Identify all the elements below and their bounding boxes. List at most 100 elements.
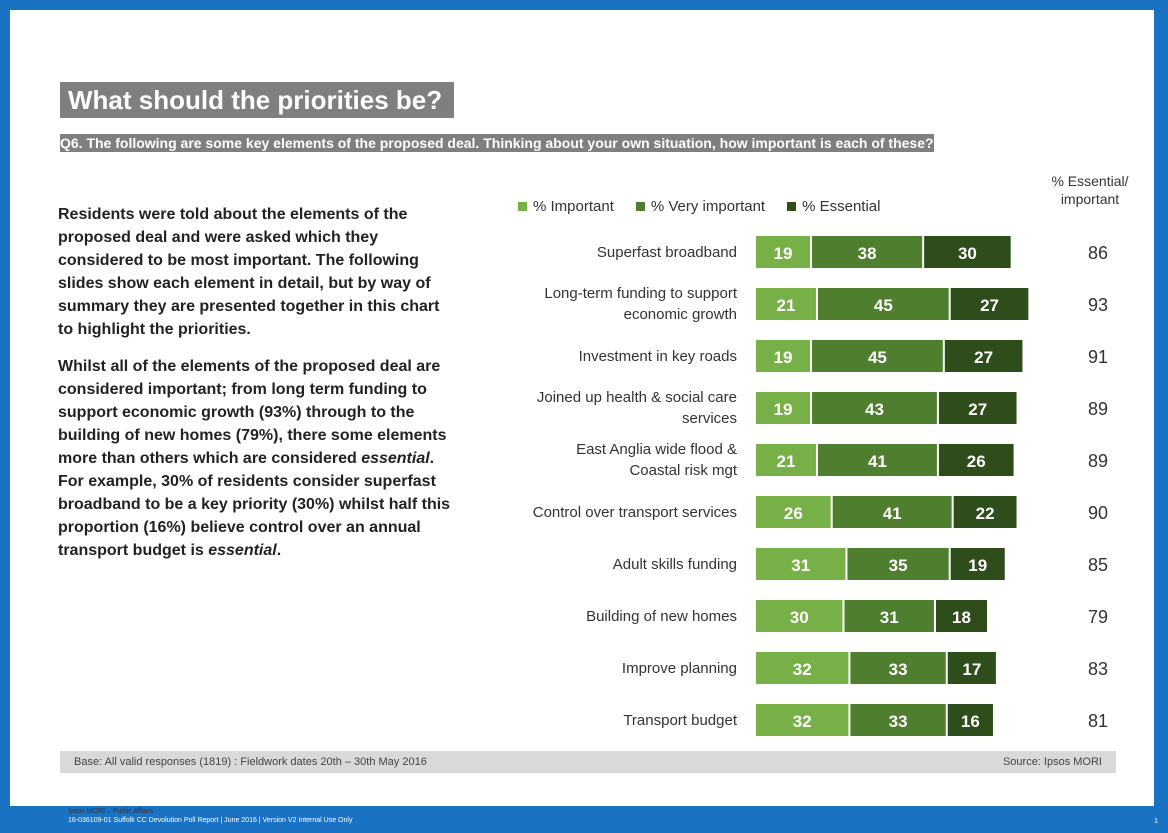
- bar-segment: [756, 392, 811, 424]
- bar-segment: [950, 548, 1005, 580]
- total-value-label: 89: [1088, 451, 1108, 471]
- bar-segment: [756, 444, 816, 476]
- bar-segment: [947, 652, 996, 684]
- category-label: Investment in key roads: [579, 348, 737, 365]
- bar-segment: [817, 444, 937, 476]
- bar-value-label: 19: [968, 556, 987, 575]
- category-label: Long-term funding to support: [544, 285, 737, 302]
- bar-value-label: 16: [961, 712, 980, 731]
- bar-segment: [756, 288, 816, 320]
- bar-segment: [812, 392, 937, 424]
- bar-segment: [850, 652, 946, 684]
- bar-segment: [938, 444, 1014, 476]
- bar-segment: [756, 236, 811, 268]
- bar-segment: [812, 236, 923, 268]
- body-paragraph-2: Whilst all of the elements of the propos…: [58, 358, 451, 559]
- category-label: Control over transport services: [533, 504, 737, 521]
- bar-value-label: 19: [774, 348, 793, 367]
- category-label: Transport budget: [623, 712, 738, 729]
- bar-value-label: 19: [774, 244, 793, 263]
- source-text: Source: Ipsos MORI: [1002, 756, 1102, 768]
- page-title: What should the priorities be?: [60, 82, 455, 118]
- total-value-label: 86: [1088, 243, 1108, 263]
- total-value-label: 90: [1088, 503, 1108, 523]
- bar-value-label: 38: [858, 244, 877, 263]
- base-note-bar: Base: All valid responses (1819) : Field…: [60, 751, 1116, 773]
- page-number: 1: [1154, 818, 1158, 825]
- bar-value-label: 26: [784, 504, 803, 523]
- bar-value-label: 31: [791, 556, 810, 575]
- bar-segment: [812, 340, 943, 372]
- total-value-label: 85: [1088, 555, 1108, 575]
- bar-segment: [850, 704, 946, 736]
- bar-value-label: 26: [967, 452, 986, 471]
- bar-segment: [938, 392, 1017, 424]
- bar-segment: [844, 600, 934, 632]
- body-paragraph-1: Residents were told about the elements o…: [58, 206, 440, 338]
- legend-swatch-very-important: [635, 202, 645, 211]
- category-label: services: [682, 410, 737, 427]
- bar-segment: [756, 548, 846, 580]
- chart-legend: % Important % Very important % Essential: [518, 198, 880, 215]
- category-label: Adult skills funding: [613, 556, 737, 573]
- bar-segment: [756, 704, 849, 736]
- total-value-label: 79: [1088, 607, 1108, 627]
- bar-value-label: 19: [774, 400, 793, 419]
- footer-bar: [0, 806, 1168, 833]
- bar-value-label: 22: [976, 504, 995, 523]
- bar-value-label: 32: [793, 660, 812, 679]
- bar-value-label: 35: [889, 556, 908, 575]
- ipsos-label: Ipsos MORI – Public Affairs: [68, 808, 154, 815]
- category-label: Coastal risk mgt: [629, 462, 737, 479]
- bar-segment: [832, 496, 952, 528]
- total-value-label: 83: [1088, 659, 1108, 679]
- bar-segment: [847, 548, 949, 580]
- legend-swatch-essential: [787, 202, 797, 211]
- bar-value-label: 18: [952, 608, 971, 627]
- bar-value-label: 27: [974, 348, 993, 367]
- bar-segment: [756, 652, 849, 684]
- bar-value-label: 43: [865, 400, 884, 419]
- category-label: economic growth: [624, 306, 737, 323]
- bar-segment: [756, 340, 811, 372]
- bar-value-label: 27: [980, 296, 999, 315]
- bar-value-label: 31: [880, 608, 899, 627]
- bar-value-label: 27: [968, 400, 987, 419]
- bar-value-label: 21: [777, 296, 796, 315]
- bar-value-label: 33: [889, 660, 908, 679]
- bar-value-label: 45: [868, 348, 887, 367]
- bar-value-label: 17: [962, 660, 981, 679]
- bar-segment: [944, 340, 1023, 372]
- bar-value-label: 30: [958, 244, 977, 263]
- bar-segment: [950, 288, 1029, 320]
- total-value-label: 91: [1088, 347, 1108, 367]
- category-label: Superfast broadband: [597, 244, 737, 261]
- base-text: Base: All valid responses (1819) : Field…: [74, 756, 427, 768]
- bar-segment: [924, 236, 1011, 268]
- legend-swatch-important: [518, 202, 527, 211]
- bar-segment: [935, 600, 988, 632]
- total-value-label: 89: [1088, 399, 1108, 419]
- category-label: East Anglia wide flood &: [576, 441, 737, 458]
- bar-segment: [953, 496, 1017, 528]
- body-text: Residents were told about the elements o…: [58, 203, 458, 576]
- bar-segment: [756, 496, 831, 528]
- bar-value-label: 21: [777, 452, 796, 471]
- bar-value-label: 30: [790, 608, 809, 627]
- question-text: Q6. The following are some key elements …: [60, 134, 934, 152]
- total-value-label: 81: [1088, 711, 1108, 731]
- bar-value-label: 41: [868, 452, 887, 471]
- legend-item-essential: % Essential: [787, 198, 880, 215]
- legend-item-important: % Important: [518, 198, 614, 215]
- bar-value-label: 41: [883, 504, 902, 523]
- footer-text: 16-036109-01 Suffolk CC Devolution Poll …: [68, 817, 353, 824]
- category-label: Improve planning: [622, 660, 737, 677]
- category-label: Joined up health & social care: [537, 389, 737, 406]
- legend-item-very-important: % Very important: [635, 198, 765, 215]
- bar-value-label: 32: [793, 712, 812, 731]
- total-value-label: 93: [1088, 295, 1108, 315]
- bar-segment: [947, 704, 993, 736]
- bar-value-label: 45: [874, 296, 893, 315]
- bar-segment: [817, 288, 949, 320]
